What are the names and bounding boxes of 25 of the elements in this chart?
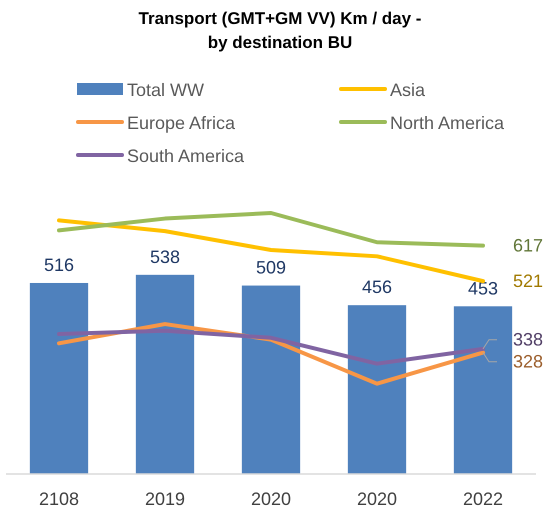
data-label: 516 — [44, 254, 74, 275]
data-label: 338 — [513, 330, 544, 350]
x-tick-label: 2108 — [38, 489, 80, 509]
legend-label: North America — [390, 113, 506, 133]
legend-label: Total WW — [127, 80, 204, 100]
data-label: 453 — [468, 278, 498, 298]
x-tick-label: 2020 — [356, 489, 398, 509]
bar — [136, 274, 194, 474]
bar — [348, 305, 406, 474]
data-label: 509 — [256, 258, 286, 278]
data-label: 617 — [513, 236, 544, 256]
data-label: 521 — [513, 271, 544, 292]
x-tick-label: 2019 — [144, 489, 186, 509]
bar — [242, 286, 300, 474]
x-tick-label: 2020 — [250, 489, 292, 509]
data-label: 328 — [513, 352, 544, 372]
bar — [30, 282, 88, 474]
data-label: 456 — [362, 277, 392, 298]
legend-label: South America — [127, 146, 246, 166]
bar — [454, 306, 512, 474]
legend-label: Europe Africa — [127, 113, 236, 133]
x-tick-label: 2022 — [462, 489, 504, 509]
data-label: 538 — [150, 246, 180, 267]
legend-label: Asia — [390, 80, 426, 100]
chart-title: Transport (GMT+GM VV) Km / day - by destination BU — [138, 9, 422, 52]
